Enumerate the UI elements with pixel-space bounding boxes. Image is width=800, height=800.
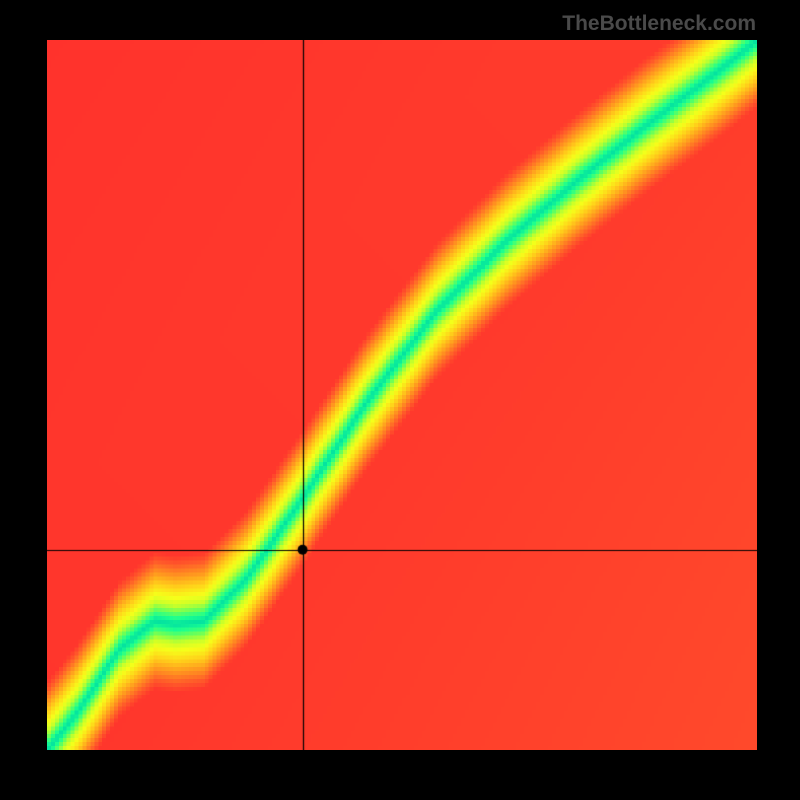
crosshair-overlay: [47, 40, 757, 750]
watermark-text: TheBottleneck.com: [562, 12, 756, 36]
